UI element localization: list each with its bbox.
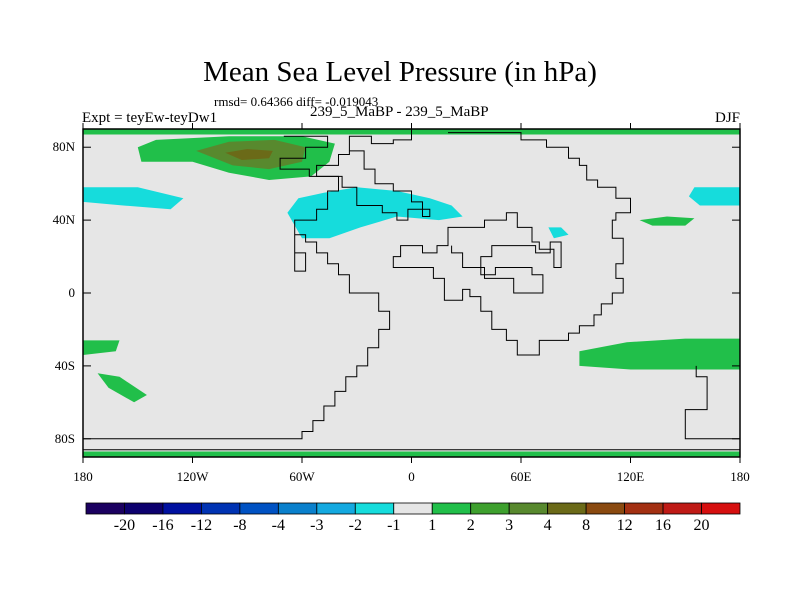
contour-region-3: [287, 187, 463, 239]
colorbar-box-16: [701, 502, 741, 515]
colorbar-box-3: [201, 502, 241, 515]
contour-region-7: [639, 216, 695, 226]
contour-regions: [83, 129, 740, 457]
y-tick-label-1: 40N: [52, 212, 75, 228]
map-background: [83, 129, 740, 457]
colorbar-label-8: 1: [428, 517, 437, 534]
experiment-label: Expt = teyEw-teyDw1: [82, 110, 218, 126]
colorbar-label-2: -12: [190, 517, 213, 534]
colorbar-box-5: [277, 502, 318, 515]
contour-region-10: [579, 338, 740, 370]
contour-region-2: [225, 149, 273, 160]
rmsd-diff-stats: rmsd= 0.64366 diff= -0.019043: [214, 94, 379, 109]
colorbar-box-4: [239, 502, 279, 515]
x-tick-label-4: 60E: [510, 469, 532, 484]
colorbar-label-13: 12: [616, 517, 633, 534]
colorbar-box-9: [431, 502, 472, 515]
colorbar-box-8: [393, 502, 433, 515]
colorbar-label-14: 16: [655, 517, 672, 534]
contour-region-6: [548, 227, 569, 239]
colorbar-label-6: -2: [348, 517, 362, 534]
contour-region-11: [83, 451, 740, 457]
y-tick-label-2: 0: [68, 285, 76, 300]
colorbar-label-1: -16: [152, 517, 174, 534]
colorbar-label-12: 8: [582, 517, 591, 534]
colorbar-label-10: 3: [505, 517, 514, 534]
colorbar-box-6: [316, 502, 356, 515]
colorbar-label-9: 2: [466, 517, 475, 534]
colorbar-label-5: -3: [310, 517, 324, 534]
contour-region-5: [688, 187, 740, 206]
y-tick-label-0: 80N: [52, 139, 75, 155]
coastline-1: [279, 135, 431, 221]
colorbar-box-0: [85, 502, 125, 515]
colorbar-label-0: -20: [113, 517, 136, 534]
coastline-2: [392, 132, 631, 356]
y-tick-label-3: 40S: [54, 357, 75, 373]
colorbar-box-1: [124, 502, 164, 515]
colorbar: [85, 502, 741, 515]
coastline-3: [684, 365, 740, 440]
colorbar-box-14: [624, 502, 664, 515]
x-tick-label-3: 0: [408, 469, 415, 484]
colorbar-label-15: 20: [693, 517, 710, 534]
colorbar-box-10: [470, 502, 510, 515]
contour-region-4: [83, 187, 184, 210]
x-tick-label-5: 120E: [616, 469, 645, 484]
colorbar-box-12: [547, 502, 587, 515]
contour-region-9: [97, 373, 147, 403]
colorbar-box-7: [354, 502, 395, 515]
colorbar-label-4: -4: [271, 517, 285, 534]
coastlines: [83, 129, 740, 451]
colorbar-label-11: 4: [543, 517, 552, 534]
y-tick-label-4: 80S: [54, 430, 75, 446]
coastline-0: [83, 129, 412, 440]
x-tick-label-0: 180: [73, 469, 93, 484]
case-label: 239_5_MaBP - 239_5_MaBP: [310, 104, 489, 120]
colorbar-box-11: [508, 502, 549, 515]
x-tick-label-2: 60W: [289, 469, 315, 484]
colorbar-label-7: -1: [387, 517, 401, 534]
colorbar-box-15: [662, 502, 702, 515]
contour-region-8: [83, 340, 120, 355]
colorbar-label-3: -8: [233, 517, 247, 534]
colorbar-box-2: [162, 502, 202, 515]
chart-title: Mean Sea Level Pressure (in hPa): [203, 56, 597, 88]
x-tick-label-1: 120W: [176, 469, 209, 484]
colorbar-box-13: [585, 502, 625, 515]
x-tick-label-6: 180: [730, 469, 750, 484]
season-label: DJF: [714, 110, 740, 126]
axis-ticks: [82, 123, 741, 463]
